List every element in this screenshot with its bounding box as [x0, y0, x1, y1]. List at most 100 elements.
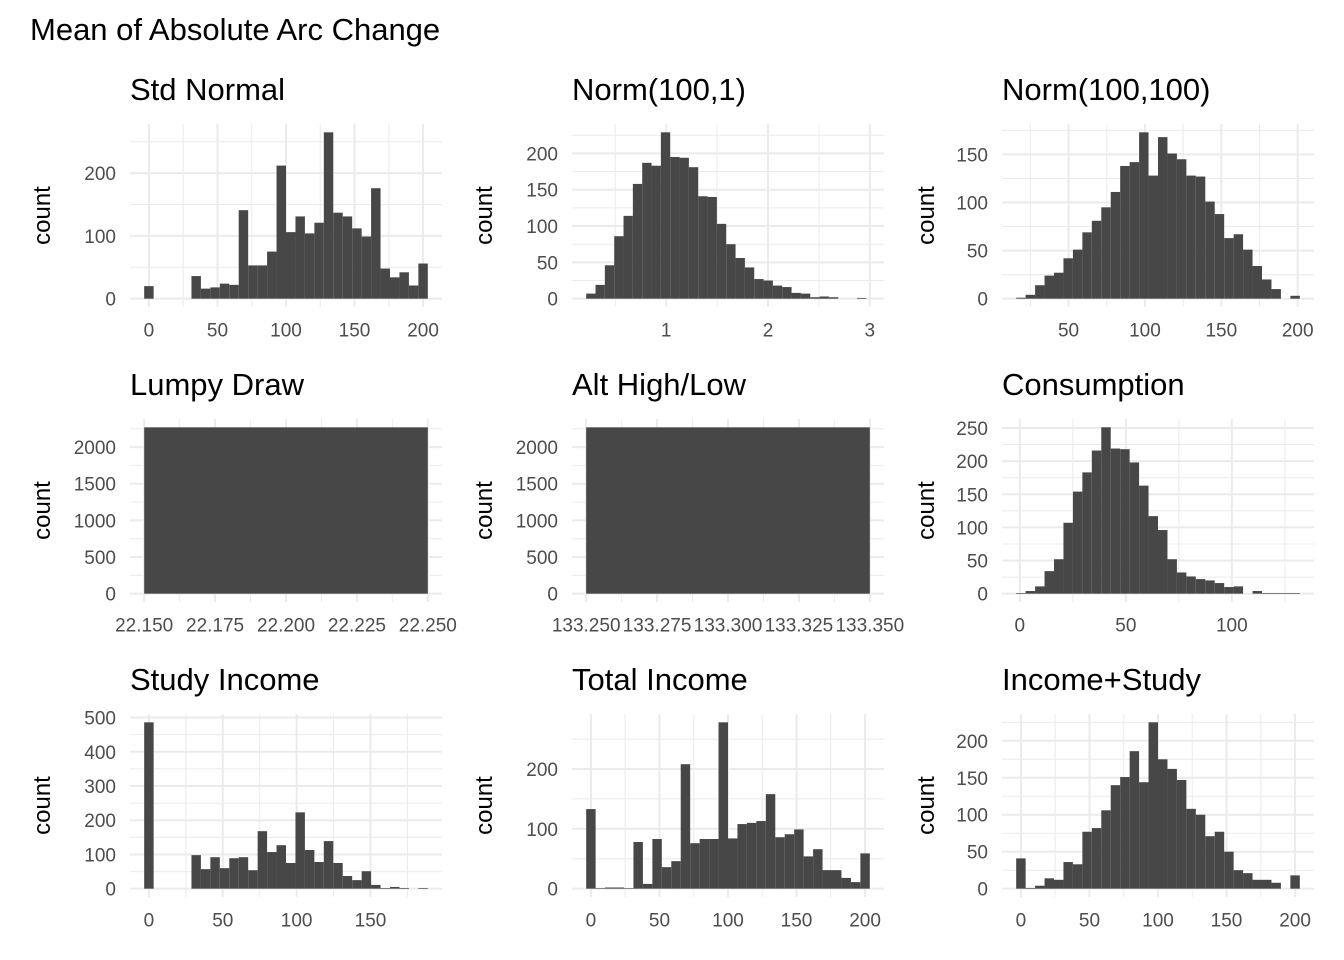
histogram-bar	[333, 212, 343, 299]
histogram-bar	[1139, 782, 1149, 889]
x-tick-label: 200	[1282, 321, 1314, 342]
x-tick-label: 100	[1216, 616, 1248, 637]
histogram-bar	[1224, 587, 1234, 594]
y-axis-label: count	[913, 186, 940, 245]
histogram-bar	[1290, 593, 1300, 594]
y-tick-label: 200	[526, 760, 558, 781]
histogram-bar	[1016, 858, 1026, 889]
y-tick-label: 100	[526, 217, 558, 238]
histogram-bar	[1120, 777, 1130, 889]
histogram-panel-7: 0 50 100 150 0 100 200 300 400 500 Study Income cou…	[29, 662, 442, 932]
histogram-bar	[144, 722, 154, 889]
histogram-bar	[1252, 879, 1262, 889]
histogram-bar	[342, 216, 353, 299]
y-tick-label: 100	[84, 227, 116, 248]
histogram-bar	[709, 839, 719, 889]
histogram-bar	[614, 887, 624, 889]
y-axis-label: count	[471, 481, 498, 540]
histogram-panel-2: 1 2 3 0 50 100 150 200 Norm(100,1) count	[471, 72, 884, 342]
x-tick-label: 50	[212, 911, 233, 932]
histogram-bar	[1158, 759, 1168, 889]
histogram-bar	[390, 886, 400, 889]
histogram-bar	[210, 857, 220, 889]
histogram-bar	[191, 855, 201, 889]
histogram-bar	[1110, 785, 1121, 889]
y-tick-label: 0	[547, 880, 558, 901]
histogram-panel-9: 0 50 100 150 200 0 50 100 150 200 Income+Study coun…	[913, 662, 1314, 932]
y-tick-label: 500	[84, 709, 116, 730]
histogram-bar	[1120, 449, 1130, 594]
histogram-bar	[624, 888, 634, 889]
histogram-bar	[1044, 878, 1054, 889]
histogram-bar	[1091, 220, 1102, 299]
histogram-bar	[238, 210, 249, 299]
histogram-bar	[707, 196, 717, 299]
histogram-bar	[605, 887, 615, 889]
x-tick-label: 22.200	[257, 616, 315, 637]
y-tick-label: 0	[105, 880, 116, 901]
histogram-panel-3: 50 100 150 200 0 50 100 150 Norm(100,100) count	[913, 72, 1314, 342]
histogram-bar	[832, 870, 842, 889]
histogram-bar	[1195, 176, 1206, 299]
y-tick-label: 2000	[74, 438, 116, 459]
histogram-bar	[1110, 191, 1121, 299]
histogram-bar	[754, 279, 764, 299]
histogram-bar	[1129, 751, 1140, 889]
x-tick-label: 150	[781, 911, 813, 932]
histogram-bar	[276, 845, 286, 889]
histogram-bar	[1063, 522, 1073, 594]
histogram-bar	[1205, 580, 1215, 594]
y-tick-label: 150	[956, 769, 988, 790]
histogram-bar	[1016, 593, 1026, 594]
histogram-bar	[1148, 516, 1158, 594]
histogram-bar	[1214, 583, 1225, 594]
x-tick-label: 200	[407, 321, 439, 342]
histogram-bar	[1195, 814, 1206, 889]
histogram-bar	[267, 251, 277, 299]
figure-title: Mean of Absolute Arc Change	[30, 12, 440, 47]
histogram-bar	[810, 297, 820, 299]
histogram-bar	[418, 887, 428, 889]
histogram-bar	[670, 157, 680, 299]
histogram-bar	[1129, 162, 1140, 299]
histogram-bar	[1082, 232, 1092, 299]
histogram-bar	[1091, 828, 1102, 889]
histogram-bar	[1176, 572, 1187, 594]
panel-title: Study Income	[130, 662, 320, 697]
y-tick-label: 0	[105, 585, 116, 606]
histogram-bar	[856, 297, 867, 299]
y-tick-label: 150	[956, 485, 988, 506]
histogram-bar	[1233, 870, 1244, 889]
x-tick-label: 0	[144, 321, 155, 342]
y-tick-label: 200	[84, 811, 116, 832]
y-axis-label: count	[913, 481, 940, 540]
histogram-bar	[1063, 862, 1073, 889]
histogram-bar	[690, 843, 700, 889]
histogram-bar	[1186, 175, 1196, 299]
histogram-bar	[1072, 864, 1083, 889]
histogram-bar	[1054, 559, 1064, 594]
x-tick-label: 0	[1015, 616, 1026, 637]
x-tick-label: 200	[1279, 911, 1311, 932]
y-tick-label: 0	[547, 585, 558, 606]
histogram-bar	[1224, 851, 1234, 889]
y-tick-label: 200	[956, 732, 988, 753]
histogram-bar	[1158, 137, 1168, 299]
y-tick-label: 0	[977, 290, 988, 311]
histogram-bar	[1072, 491, 1083, 594]
histogram-bar	[210, 287, 220, 299]
y-tick-label: 300	[84, 777, 116, 798]
histogram-bar	[1054, 879, 1064, 889]
x-tick-label: 3	[865, 321, 876, 342]
y-tick-label: 2000	[516, 438, 558, 459]
histogram-bar	[1176, 779, 1187, 889]
histogram-bar	[642, 162, 652, 299]
histogram-bar	[688, 167, 699, 299]
histogram-bar	[756, 821, 766, 889]
histogram-bar	[680, 764, 691, 889]
x-tick-label: 100	[1142, 911, 1174, 932]
x-tick-label: 50	[1115, 616, 1136, 637]
histogram-bar	[660, 132, 671, 299]
y-tick-label: 0	[977, 880, 988, 901]
histogram-bar	[604, 265, 615, 299]
